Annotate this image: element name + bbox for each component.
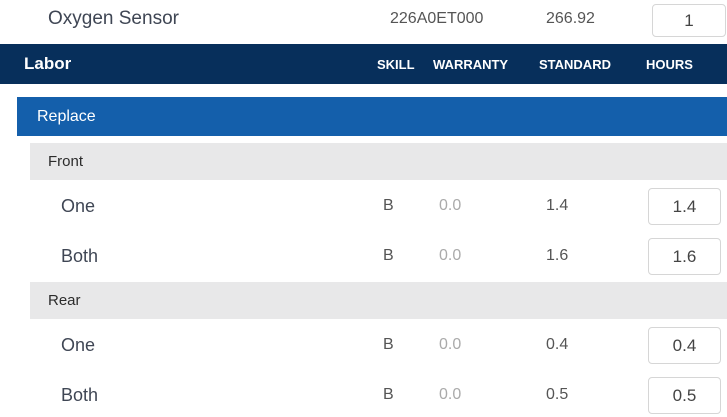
- operation-header[interactable]: [17, 97, 727, 136]
- labor-hours-input[interactable]: [648, 188, 721, 225]
- labor-warranty: 0.0: [439, 197, 462, 214]
- group-title: Front: [48, 153, 84, 170]
- group-header: [30, 282, 727, 319]
- labor-row-label: One: [61, 196, 96, 216]
- labor-title: Labor: [24, 54, 72, 73]
- column-warranty: WARRANTY: [433, 57, 509, 72]
- group-header: [30, 143, 727, 180]
- labor-skill: B: [383, 197, 394, 214]
- part-name: Oxygen Sensor: [48, 8, 179, 29]
- part-number: 226A0ET000: [390, 10, 484, 27]
- part-price: 266.92: [546, 10, 595, 27]
- labor-header: [0, 44, 727, 84]
- group-title: Rear: [48, 292, 81, 309]
- labor-hours-input[interactable]: [648, 377, 721, 414]
- labor-skill: B: [383, 336, 394, 353]
- labor-standard: 1.6: [546, 247, 569, 264]
- labor-standard: 1.4: [546, 197, 569, 214]
- labor-hours-input[interactable]: [648, 238, 721, 275]
- labor-row-label: Both: [61, 385, 99, 405]
- labor-standard: 0.5: [546, 386, 569, 403]
- labor-warranty: 0.0: [439, 386, 462, 403]
- part-quantity-input[interactable]: [652, 4, 726, 37]
- labor-warranty: 0.0: [439, 247, 462, 264]
- labor-hours-input[interactable]: [648, 327, 721, 364]
- column-skill: SKILL: [377, 57, 415, 72]
- labor-standard: 0.4: [546, 336, 569, 353]
- labor-row-label: Both: [61, 246, 99, 266]
- operation-title: Replace: [37, 108, 96, 125]
- column-hours: HOURS: [646, 57, 693, 72]
- labor-skill: B: [383, 386, 394, 403]
- labor-skill: B: [383, 247, 394, 264]
- column-standard: STANDARD: [539, 57, 611, 72]
- labor-row-label: One: [61, 335, 96, 355]
- labor-warranty: 0.0: [439, 336, 462, 353]
